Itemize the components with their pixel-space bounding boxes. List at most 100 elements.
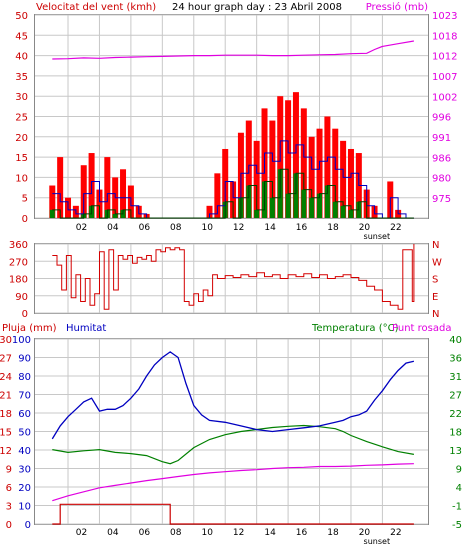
axis-labels: 0510152025303540455097598098699199610021…	[0, 11, 462, 546]
x-tick-label: 04	[107, 223, 119, 233]
x-tick-label: 10	[201, 528, 213, 538]
humidity-axis-label: Humitat	[66, 323, 106, 334]
humidity-y-tick: 20	[18, 483, 31, 494]
temp-y-tick: 22	[449, 409, 462, 420]
rain-y-tick: 18	[0, 409, 12, 420]
wind-low-bar	[269, 197, 275, 218]
humidity-y-tick: 80	[18, 372, 31, 383]
wind-gust-bar	[214, 173, 221, 218]
wind-gust-bar	[49, 185, 56, 218]
wind-low-bar	[112, 213, 118, 218]
temp-y-tick: 27	[449, 391, 462, 402]
wind-gust-bar	[300, 108, 307, 218]
wind-low-bar	[285, 193, 291, 218]
wind-gust-bar	[57, 157, 64, 218]
pressure-y-tick: 996	[432, 113, 451, 124]
wind-gust-bar	[324, 116, 331, 218]
wind-y-tick: 50	[15, 11, 28, 22]
temp-y-tick: -1	[452, 502, 462, 513]
pressure-y-tick: 1007	[432, 72, 457, 83]
pressure-y-tick: 1002	[432, 92, 457, 103]
temp-y-tick: -5	[452, 520, 462, 531]
rain-y-tick: 27	[0, 354, 12, 365]
pressure-y-tick: 986	[432, 153, 451, 164]
wind-y-tick: 30	[15, 92, 28, 103]
wind-low-bar	[246, 185, 252, 218]
humidity-y-tick: 10	[18, 502, 31, 513]
rain-axis-label: Pluja (mm)	[2, 323, 57, 334]
wind-axis-label: Velocitat del vent (kmh)	[36, 2, 156, 13]
data-series	[49, 40, 415, 525]
wind-y-tick: 0	[22, 214, 28, 225]
direction-y-tick: 360	[9, 240, 28, 251]
compass-tick: N	[432, 309, 439, 320]
x-tick-label: 08	[170, 528, 182, 538]
humidity-y-tick: 30	[18, 465, 31, 476]
wind-y-tick: 40	[15, 52, 28, 63]
wind-gust-bar	[316, 128, 323, 218]
x-tick-label: 20	[359, 528, 371, 538]
wind-gust-bar	[253, 140, 260, 218]
rain-y-tick: 0	[6, 520, 12, 531]
wind-y-tick: 20	[15, 133, 28, 144]
wind-gust-bar	[120, 169, 127, 218]
wind-low-bar	[332, 201, 338, 218]
wind-low-bar	[348, 209, 354, 218]
humidity-line	[51, 351, 415, 440]
x-tick-label: 12	[233, 223, 244, 233]
temp-y-tick: 9	[456, 465, 462, 476]
sunset-label: sunset	[364, 537, 391, 546]
pressure-y-tick: 980	[432, 174, 451, 185]
rain-y-tick: 30	[0, 335, 12, 346]
wind-low-bar	[293, 173, 299, 218]
sunset-label: sunset	[364, 232, 391, 241]
direction-y-tick: 0	[22, 309, 28, 320]
humidity-y-tick: 90	[18, 354, 31, 365]
x-tick-label: 10	[201, 223, 213, 233]
wind-gust-bar	[230, 181, 237, 218]
wind-gust-bar	[347, 148, 354, 218]
chart-title: 24 hour graph day : 23 Abril 2008	[172, 2, 342, 13]
wind-avg-line	[52, 140, 414, 219]
pressure-y-tick: 991	[432, 133, 451, 144]
x-tick-label: 04	[107, 528, 119, 538]
rain-y-tick: 24	[0, 372, 12, 383]
wind-gust-bar	[292, 92, 299, 218]
pressure-line	[52, 40, 415, 60]
compass-tick: E	[432, 292, 438, 303]
temp-y-tick: 13	[449, 446, 462, 457]
wind-y-tick: 5	[22, 194, 28, 205]
wind-low-bar	[340, 205, 346, 218]
wind-low-bar	[49, 209, 55, 218]
wind-y-tick: 45	[15, 31, 28, 42]
direction-y-tick: 90	[15, 292, 28, 303]
x-tick-label: 12	[233, 528, 244, 538]
wind-direction-line	[52, 244, 415, 310]
pressure-y-tick: 975	[432, 194, 451, 205]
pressure-y-tick: 1023	[432, 11, 457, 22]
wind-low-bar	[317, 193, 323, 218]
humidity-y-tick: 60	[18, 409, 31, 420]
wind-y-tick: 25	[15, 113, 28, 124]
temperature-axis-label: Temperatura (°C)	[311, 323, 399, 334]
compass-tick: S	[432, 275, 438, 286]
wind-gust-bar	[269, 120, 276, 218]
x-tick-label: 06	[139, 528, 151, 538]
wind-low-bar	[324, 185, 330, 218]
rain-y-tick: 15	[0, 428, 12, 439]
rain-line	[52, 503, 414, 525]
x-tick-label: 16	[296, 223, 308, 233]
x-tick-label: 18	[327, 528, 339, 538]
x-tick-label: 22	[390, 223, 401, 233]
wind-gust-bar	[80, 165, 87, 218]
x-tick-label: 06	[139, 223, 151, 233]
temperature-line	[52, 424, 415, 465]
pressure-y-tick: 1018	[432, 31, 457, 42]
rain-y-tick: 6	[6, 483, 12, 494]
pressure-axis-label: Pressió (mb)	[366, 1, 428, 13]
x-tick-label: 14	[264, 223, 276, 233]
wind-gust-bar	[308, 136, 315, 218]
wind-y-tick: 10	[15, 173, 28, 184]
